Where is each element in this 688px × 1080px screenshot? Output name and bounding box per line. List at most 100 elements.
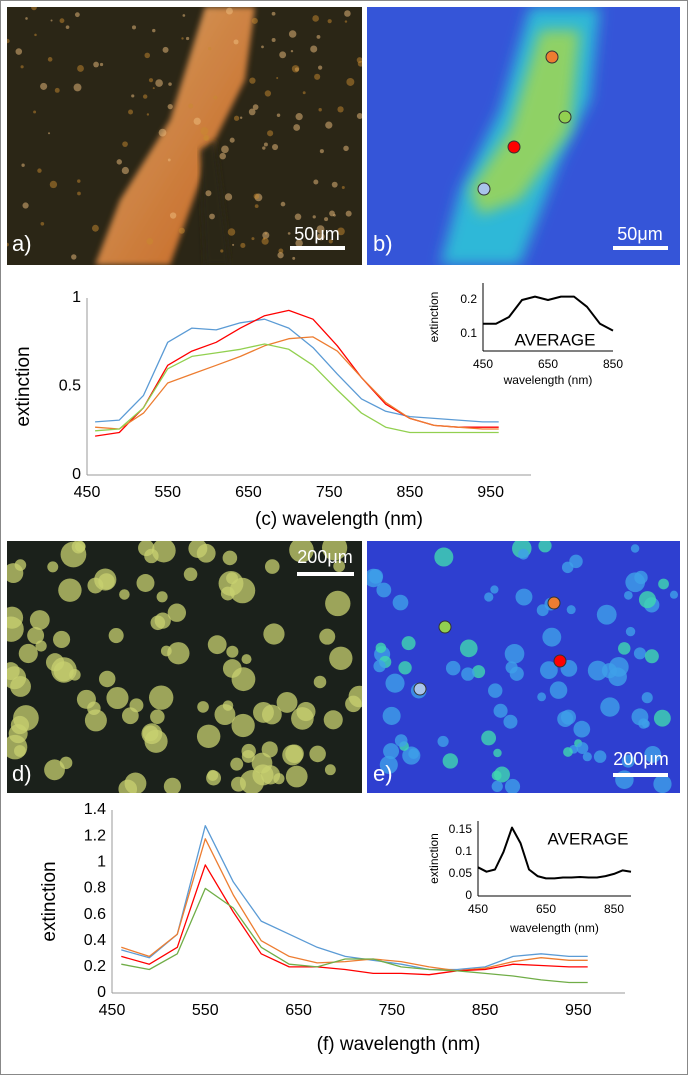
texture: [493, 703, 508, 718]
texture: [408, 748, 419, 760]
texture: [248, 108, 256, 116]
series-line: [95, 336, 499, 430]
texture: [182, 14, 186, 17]
x-tick-label: 550: [154, 484, 181, 501]
panel-label: b): [373, 231, 393, 256]
texture: [288, 30, 297, 38]
texture: [491, 780, 503, 793]
texture: [77, 191, 81, 196]
texture: [630, 544, 640, 553]
texture: [472, 665, 486, 679]
texture: [167, 103, 173, 110]
texture: [240, 242, 246, 249]
texture: [31, 7, 37, 11]
texture: [40, 82, 48, 90]
texture: [625, 572, 646, 593]
texture: [504, 643, 525, 664]
y-tick-label: 0: [97, 984, 106, 1001]
texture: [504, 778, 521, 793]
texture: [261, 45, 264, 49]
texture: [292, 256, 296, 260]
texture: [213, 95, 218, 100]
texture: [129, 698, 144, 713]
texture: [22, 202, 29, 209]
texture: [309, 745, 326, 763]
texture: [319, 149, 324, 154]
y-tick-label: 1.4: [84, 801, 106, 818]
texture: [271, 38, 276, 43]
texture: [331, 181, 338, 188]
texture: [98, 573, 115, 590]
texture: [503, 714, 518, 729]
texture: [154, 612, 171, 629]
x-tick-label: 650: [285, 1002, 312, 1019]
x-tick-label: 650: [235, 484, 262, 501]
texture: [233, 115, 240, 121]
x-tick-label: 450: [468, 902, 488, 916]
y-axis-title: extinction: [39, 861, 60, 941]
y-tick-label: 1: [72, 289, 81, 306]
scale-text: 50μm: [617, 224, 662, 244]
x-axis-title: (f) wavelength (nm): [317, 1034, 481, 1055]
texture: [152, 28, 156, 33]
texture: [638, 591, 657, 609]
x-tick-label: 850: [472, 1002, 499, 1019]
texture: [273, 773, 285, 785]
texture: [7, 616, 24, 642]
texture: [276, 691, 298, 713]
texture: [398, 661, 412, 675]
texture: [65, 25, 70, 29]
x-axis-title: wavelength (nm): [509, 921, 599, 935]
texture: [276, 113, 281, 118]
texture: [437, 735, 449, 748]
texture: [35, 640, 47, 652]
texture: [319, 628, 336, 645]
texture: [294, 213, 302, 221]
texture: [341, 186, 345, 190]
texture: [271, 144, 279, 151]
texture: [69, 669, 81, 681]
texture: [290, 49, 294, 53]
texture: [313, 179, 319, 185]
texture: [229, 137, 235, 143]
texture: [557, 710, 574, 728]
texture: [542, 627, 562, 647]
panel-label: e): [373, 761, 393, 786]
texture: [167, 603, 187, 622]
texture: [48, 132, 51, 135]
texture: [108, 628, 124, 644]
texture: [167, 158, 171, 162]
texture: [324, 217, 329, 222]
texture: [515, 588, 533, 606]
texture: [239, 116, 243, 119]
texture: [325, 590, 351, 617]
texture: [321, 541, 348, 561]
texture: [148, 78, 154, 83]
texture: [291, 65, 300, 73]
y-tick-label: 0.1: [455, 844, 472, 858]
texture: [163, 777, 181, 793]
texture: [344, 20, 348, 23]
texture: [119, 589, 130, 600]
texture: [27, 627, 45, 644]
x-tick-label: 550: [192, 1002, 219, 1019]
texture: [376, 582, 392, 598]
x-tick-label: 950: [477, 484, 504, 501]
panel-label: a): [12, 231, 32, 256]
texture: [209, 213, 215, 220]
texture: [600, 697, 620, 717]
texture: [169, 212, 177, 219]
y-tick-label: 1: [97, 854, 106, 871]
texture: [221, 145, 229, 154]
texture: [183, 567, 198, 582]
texture: [280, 201, 286, 207]
texture: [618, 642, 631, 655]
texture: [337, 106, 344, 113]
texture: [136, 574, 155, 592]
texture: [74, 12, 80, 18]
x-tick-label: 450: [99, 1002, 126, 1019]
texture: [197, 701, 209, 713]
texture: [316, 34, 321, 39]
texture: [205, 190, 212, 197]
texture: [644, 649, 659, 664]
